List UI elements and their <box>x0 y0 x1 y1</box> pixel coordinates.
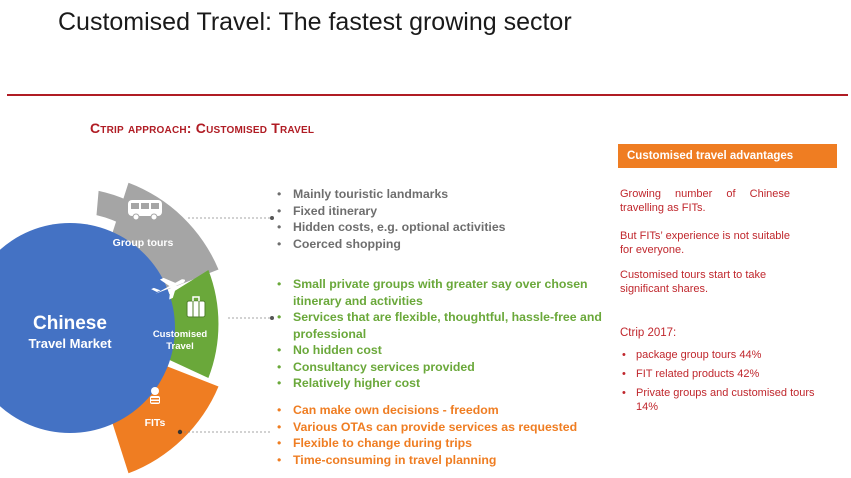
airplane-icon <box>151 277 186 300</box>
center-circle <box>0 223 175 433</box>
list-item: Hidden costs, e.g. optional activities <box>275 219 605 236</box>
advantage-paragraph: Growing number of Chinese travelling as … <box>620 188 790 214</box>
fits-list: Can make own decisions - freedom Various… <box>275 402 605 468</box>
group-tours-list: Mainly touristic landmarks Fixed itinera… <box>275 186 605 252</box>
list-item: Coerced shopping <box>275 236 605 253</box>
list-item: Various OTAs can provide services as req… <box>275 419 605 436</box>
segment-label-custom-2: Travel <box>166 341 193 352</box>
center-label-line2: Travel Market <box>28 336 112 351</box>
advantage-paragraph: Customised tours start to take significa… <box>620 269 767 295</box>
connector-dot <box>270 316 274 320</box>
connector-dot <box>177 429 183 435</box>
ctrip-2017-title: Ctrip 2017: <box>620 327 677 339</box>
list-item: package group tours 44% <box>620 348 820 362</box>
list-item: Mainly touristic landmarks <box>275 186 605 203</box>
segment-customised-travel <box>158 270 219 378</box>
luggage-icon <box>186 296 206 318</box>
segment-label-custom-1: Customised <box>153 329 208 340</box>
person-icon <box>150 387 160 404</box>
list-item: Relatively higher cost <box>275 375 605 392</box>
advantage-paragraph: But FITs’ experience is not suitable for… <box>620 230 790 256</box>
segment-fits <box>110 364 219 474</box>
center-label-line1: Chinese <box>33 313 107 334</box>
list-item: Time-consuming in travel planning <box>275 452 605 469</box>
list-item: Services that are flexible, thoughtful, … <box>275 309 605 342</box>
list-item: Flexible to change during trips <box>275 435 605 452</box>
customised-travel-list: Small private groups with greater say ov… <box>275 276 605 392</box>
slide-title: Customised Travel: The fastest growing s… <box>58 8 572 36</box>
segment-label-fits: FITs <box>145 417 166 429</box>
ctrip-2017-list: package group tours 44% FIT related prod… <box>620 348 820 419</box>
list-item: Can make own decisions - freedom <box>275 402 605 419</box>
bus-icon <box>128 200 162 221</box>
list-item: Private groups and customised tours 14% <box>620 386 820 414</box>
connector-dot <box>270 216 274 220</box>
title-divider <box>7 94 848 96</box>
section-heading: Ctrip approach: Customised Travel <box>90 120 315 136</box>
advantages-banner: Customised travel advantages <box>618 144 837 168</box>
list-item: No hidden cost <box>275 342 605 359</box>
list-item: Consultancy services provided <box>275 359 605 376</box>
list-item: FIT related products 42% <box>620 367 820 381</box>
segment-label-group: Group tours <box>113 237 174 249</box>
list-item: Fixed itinerary <box>275 203 605 220</box>
list-item: Small private groups with greater say ov… <box>275 276 605 309</box>
